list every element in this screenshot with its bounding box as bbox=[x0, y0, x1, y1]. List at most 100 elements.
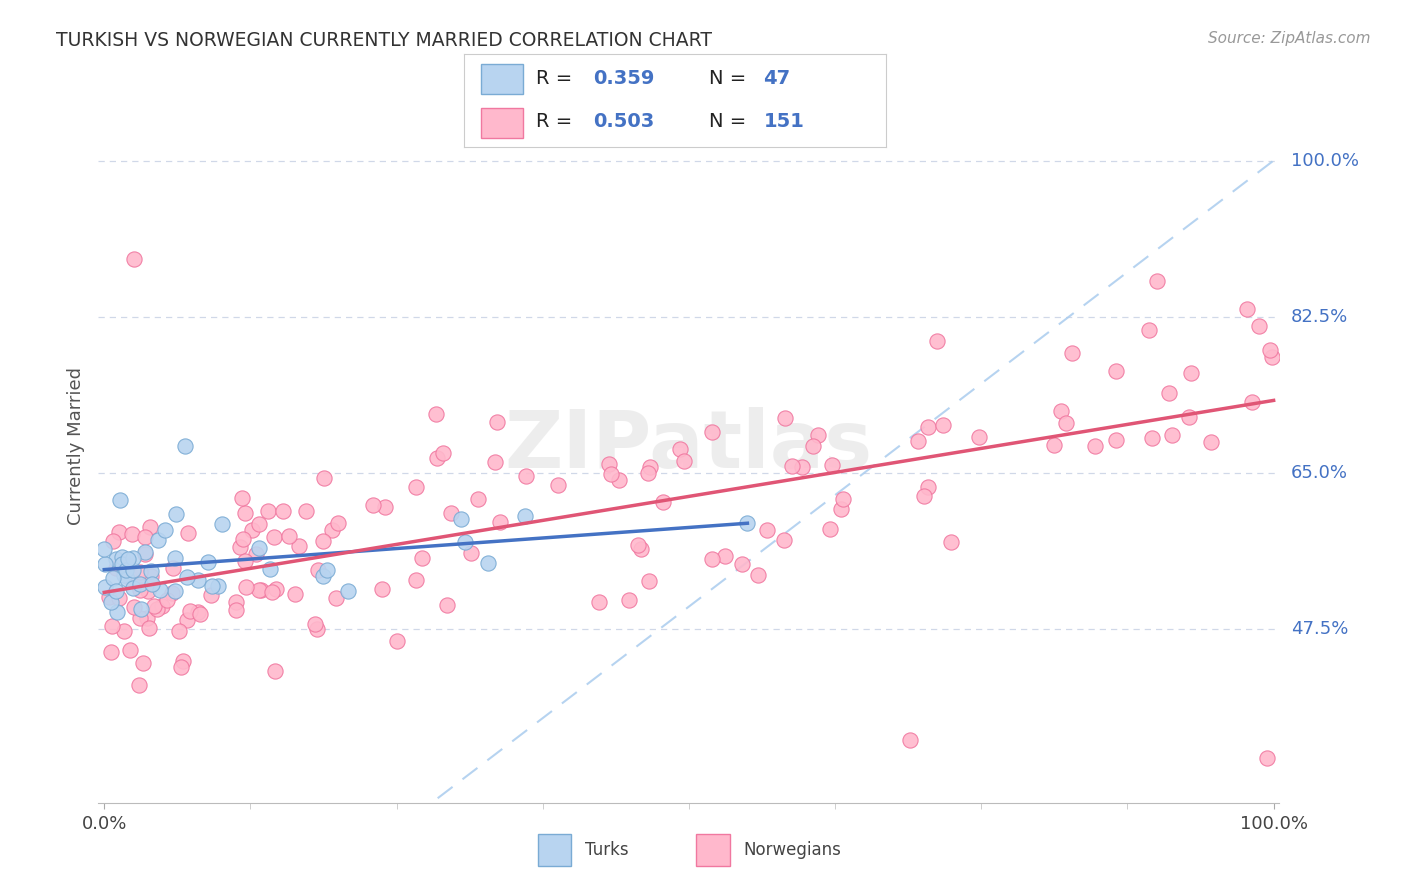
Point bbox=[129, 576, 152, 591]
Point bbox=[129, 611, 152, 625]
Point bbox=[547, 478, 569, 492]
Point bbox=[1043, 437, 1066, 451]
Point bbox=[179, 604, 201, 618]
Point bbox=[1258, 343, 1281, 358]
Point bbox=[321, 523, 343, 537]
Bar bbox=[696, 833, 730, 865]
Point bbox=[312, 569, 335, 583]
Point bbox=[801, 439, 824, 453]
Point bbox=[240, 523, 263, 537]
Point bbox=[488, 515, 510, 529]
Text: 47: 47 bbox=[763, 70, 790, 88]
Point bbox=[170, 660, 193, 674]
Point bbox=[405, 480, 427, 494]
Point bbox=[436, 598, 458, 612]
Point bbox=[651, 495, 673, 509]
Point bbox=[169, 624, 191, 638]
Point bbox=[898, 733, 921, 747]
Point bbox=[1256, 751, 1278, 765]
Point bbox=[97, 590, 120, 604]
Point bbox=[188, 607, 211, 621]
Point bbox=[1054, 417, 1077, 431]
Point bbox=[103, 534, 125, 549]
Point bbox=[247, 541, 270, 556]
Bar bbox=[481, 108, 523, 138]
Point bbox=[245, 547, 267, 561]
Point bbox=[385, 634, 408, 648]
Point bbox=[1139, 323, 1161, 337]
Point bbox=[134, 545, 156, 559]
Point bbox=[773, 411, 796, 425]
Point bbox=[907, 434, 929, 448]
Point bbox=[1180, 366, 1202, 380]
Text: Turks: Turks bbox=[585, 840, 628, 859]
Text: 47.5%: 47.5% bbox=[1291, 620, 1348, 638]
Point bbox=[142, 599, 165, 614]
Point bbox=[187, 605, 209, 619]
Point bbox=[312, 534, 335, 549]
Point bbox=[155, 524, 177, 538]
Point bbox=[101, 571, 124, 585]
Point bbox=[104, 552, 127, 566]
Point bbox=[94, 580, 117, 594]
Point bbox=[288, 539, 311, 553]
Point bbox=[773, 533, 796, 547]
Point bbox=[440, 506, 463, 520]
Point bbox=[200, 588, 222, 602]
Point bbox=[259, 562, 281, 576]
Point bbox=[1105, 364, 1128, 378]
Point bbox=[1140, 431, 1163, 445]
Point bbox=[669, 442, 692, 457]
Point bbox=[100, 645, 122, 659]
Point bbox=[432, 446, 454, 460]
Point bbox=[312, 470, 335, 484]
Text: Norwegians: Norwegians bbox=[744, 840, 841, 859]
Point bbox=[731, 557, 754, 571]
Point bbox=[361, 498, 384, 512]
Text: N =: N = bbox=[709, 70, 752, 88]
Point bbox=[118, 643, 141, 657]
Point bbox=[325, 591, 347, 605]
Point bbox=[211, 516, 233, 531]
Point bbox=[121, 527, 143, 541]
Bar bbox=[537, 833, 571, 865]
Point bbox=[328, 516, 350, 530]
Point bbox=[637, 574, 659, 588]
Point bbox=[917, 480, 939, 494]
Point bbox=[108, 591, 131, 606]
Point bbox=[197, 555, 219, 569]
Point bbox=[132, 657, 155, 671]
Point bbox=[247, 517, 270, 532]
Point bbox=[425, 407, 447, 421]
Text: 0.503: 0.503 bbox=[593, 112, 654, 131]
Point bbox=[124, 599, 146, 614]
Point bbox=[1146, 274, 1168, 288]
Point bbox=[460, 546, 482, 560]
Point bbox=[1241, 395, 1264, 409]
Point bbox=[108, 524, 131, 539]
Point bbox=[598, 457, 620, 471]
Point bbox=[485, 415, 508, 429]
Point bbox=[637, 466, 659, 480]
Text: R =: R = bbox=[536, 70, 578, 88]
Point bbox=[638, 460, 661, 475]
Point bbox=[484, 455, 506, 469]
Point bbox=[247, 582, 270, 597]
Point bbox=[173, 439, 195, 453]
Text: 65.0%: 65.0% bbox=[1291, 464, 1347, 482]
Point bbox=[780, 459, 803, 474]
Point bbox=[233, 506, 256, 520]
Point bbox=[187, 573, 209, 587]
Point bbox=[156, 593, 179, 607]
Point bbox=[200, 579, 222, 593]
Point bbox=[112, 624, 135, 639]
Point bbox=[673, 454, 696, 468]
Point bbox=[588, 595, 610, 609]
Text: 82.5%: 82.5% bbox=[1291, 308, 1348, 326]
Point bbox=[107, 605, 129, 619]
Point bbox=[232, 533, 254, 547]
Point bbox=[737, 516, 759, 531]
Point bbox=[304, 617, 326, 632]
Text: TURKISH VS NORWEGIAN CURRENTLY MARRIED CORRELATION CHART: TURKISH VS NORWEGIAN CURRENTLY MARRIED C… bbox=[56, 31, 713, 50]
Point bbox=[165, 551, 187, 566]
